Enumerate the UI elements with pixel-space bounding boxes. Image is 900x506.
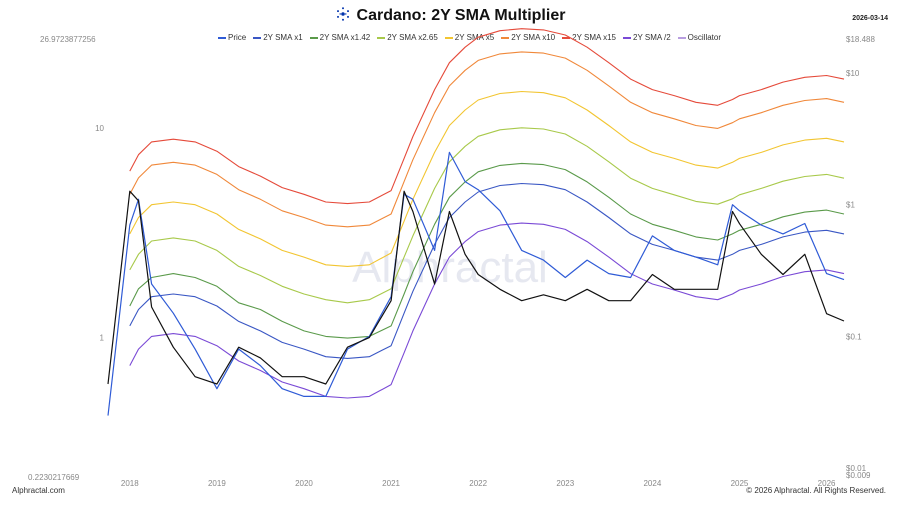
legend-item[interactable]: Oscillator <box>677 33 722 42</box>
footer-copyright: © 2026 Alphractal. All Rights Reserved. <box>746 486 886 495</box>
legend-swatch <box>677 36 686 39</box>
legend-label: Oscillator <box>687 33 722 42</box>
legend-item[interactable]: 2Y SMA x1.42 <box>309 33 371 42</box>
chart-title: Cardano: 2Y SMA Multiplier <box>0 6 900 27</box>
legend-item[interactable]: 2Y SMA /2 <box>623 33 671 42</box>
x-tick-label: 2022 <box>469 479 487 488</box>
right-tick-label: $1 <box>846 201 855 210</box>
legend-swatch <box>218 36 226 39</box>
legend-swatch <box>501 36 510 39</box>
legend-item[interactable]: 2Y SMA x5 <box>444 33 495 42</box>
x-tick-label: 2025 <box>731 479 749 488</box>
series-line-2y-sma-x1 <box>129 182 845 359</box>
legend-item[interactable]: Price <box>218 33 246 42</box>
legend-label: 2Y SMA /2 <box>633 33 671 42</box>
legend-swatch <box>444 36 453 39</box>
series-line-2y-sma-x10 <box>129 51 845 228</box>
legend-label: 2Y SMA x15 <box>572 33 617 42</box>
legend-label: 2Y SMA x1 <box>263 33 303 42</box>
chart-title-text: Cardano: 2Y SMA Multiplier <box>356 7 566 24</box>
watermark-text: Alphractal <box>352 243 548 292</box>
x-tick-label: 2024 <box>643 479 661 488</box>
left-axis-min-label: 0.2230217669 <box>28 473 80 482</box>
cardano-logo-icon <box>335 6 351 27</box>
legend-item[interactable]: 2Y SMA x15 <box>562 33 616 42</box>
right-axis-min-label: $0.009 <box>846 471 871 480</box>
series-line-price <box>107 151 845 416</box>
x-tick-label: 2023 <box>556 479 574 488</box>
right-tick-label: $0.1 <box>846 332 862 341</box>
legend-item[interactable]: 2Y SMA x1 <box>253 33 303 42</box>
legend-swatch <box>623 36 632 39</box>
legend-label: 2Y SMA x2.65 <box>387 33 438 42</box>
legend-label: 2Y SMA x10 <box>511 33 556 42</box>
left-tick-label: 1 <box>100 334 105 343</box>
legend-label: Price <box>228 33 247 42</box>
series-line-2y-sma-x5 <box>129 90 845 267</box>
x-tick-label: 2021 <box>382 479 400 488</box>
legend-item[interactable]: 2Y SMA x10 <box>501 33 555 42</box>
legend-swatch <box>562 36 571 39</box>
left-tick-label: 10 <box>95 124 104 133</box>
legend-swatch <box>309 36 318 39</box>
series-line-2y-sma-2 <box>129 222 845 399</box>
x-tick-label: 2019 <box>208 479 226 488</box>
right-tick-label: $0.01 <box>846 464 867 473</box>
right-tick-label: $10 <box>846 69 860 78</box>
footer-source: Alphractal.com <box>12 486 65 495</box>
x-tick-label: 2020 <box>295 479 313 488</box>
legend-label: 2Y SMA x1.42 <box>319 33 371 42</box>
x-tick-label: 2018 <box>121 479 139 488</box>
series-line-oscillator <box>107 190 845 385</box>
left-axis-max-label: 26.9723877256 <box>40 35 96 44</box>
legend-swatch <box>253 36 262 39</box>
legend-swatch <box>377 36 386 39</box>
x-tick-label: 2026 <box>818 479 836 488</box>
series-line-2y-sma-x1-42 <box>129 162 845 339</box>
right-axis-max-label: $18.488 <box>846 35 875 44</box>
legend-label: 2Y SMA x5 <box>454 33 495 42</box>
legend: Price 2Y SMA x1 2Y SMA x1.42 2Y SMA x2.65 2Y… <box>218 33 728 42</box>
series-line-2y-sma-x15 <box>129 28 845 205</box>
series-line-2y-sma-x2-65 <box>129 127 845 304</box>
chart-date: 2026-03-14 <box>852 15 888 22</box>
legend-item[interactable]: 2Y SMA x2.65 <box>377 33 438 42</box>
